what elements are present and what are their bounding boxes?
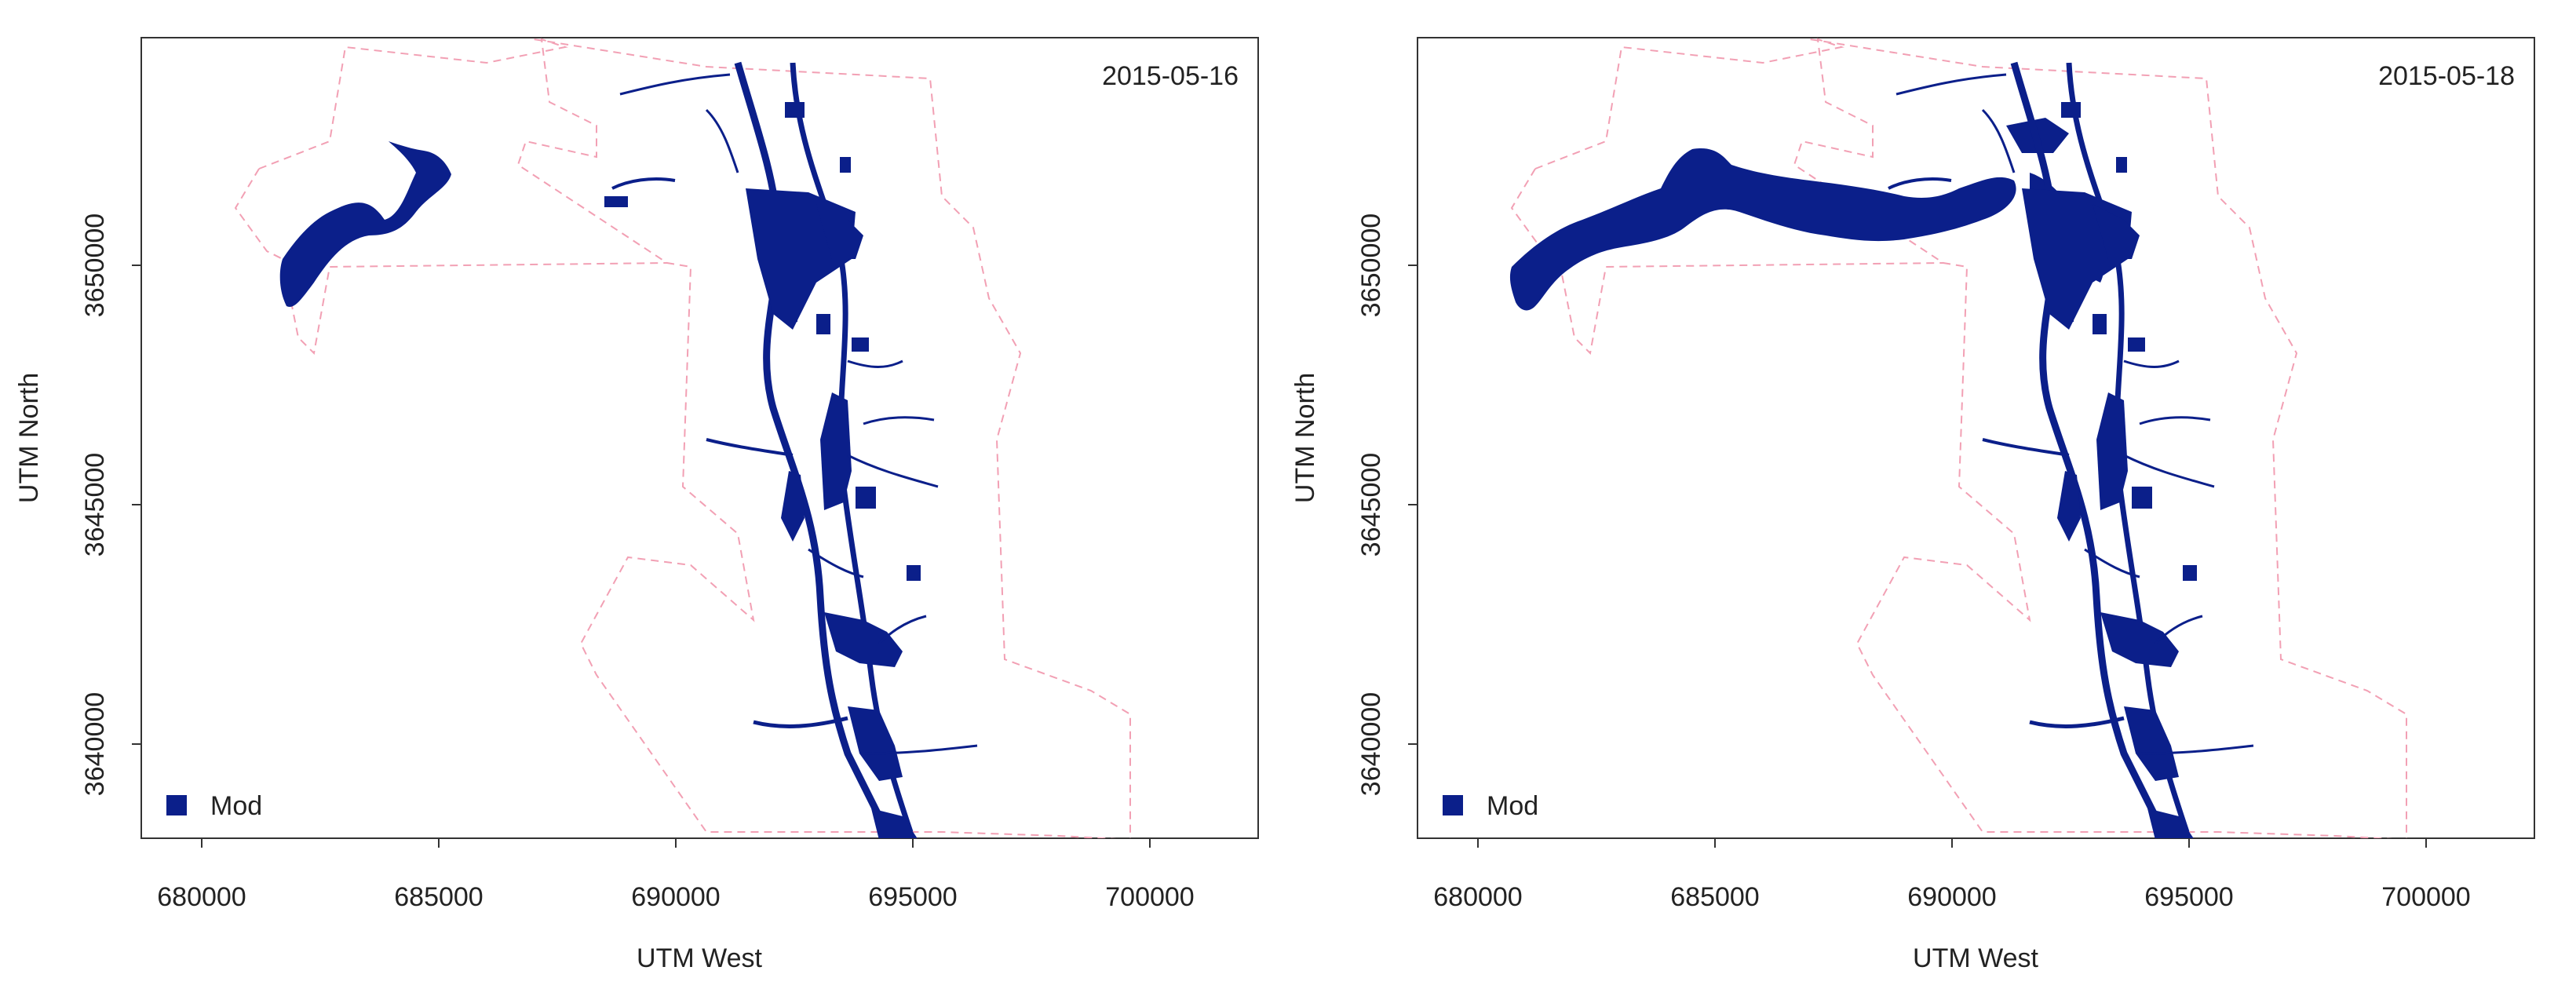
square-icon <box>1443 795 1463 815</box>
x-tick-label: 685000 <box>394 882 483 912</box>
x-tick-label: 685000 <box>1670 882 1759 912</box>
legend: Mod <box>166 791 262 821</box>
map-area <box>1509 38 2407 838</box>
legend: Mod <box>1443 791 1538 821</box>
y-tick-label: 3640000 <box>1356 692 1386 796</box>
y-tick-labels: 3640000 3645000 3650000 <box>80 213 110 796</box>
x-tick-label: 690000 <box>631 882 720 912</box>
x-tick-label: 700000 <box>2381 882 2470 912</box>
x-tick-label: 700000 <box>1105 882 1194 912</box>
x-axis <box>1477 838 2427 848</box>
y-axis-label: UTM North <box>1290 373 1320 503</box>
x-tick-label: 690000 <box>1907 882 1996 912</box>
x-axis <box>201 838 1151 848</box>
y-axis-label: UTM North <box>14 373 44 503</box>
y-axis <box>1408 265 1418 745</box>
y-tick-label: 3640000 <box>80 692 110 796</box>
legend-label: Mod <box>1487 791 1538 821</box>
plot-frame <box>140 37 1259 839</box>
panel-left: 680000 685000 690000 695000 700000 36400… <box>14 37 1259 973</box>
x-tick-label: 680000 <box>1433 882 1522 912</box>
map-area <box>235 38 1131 838</box>
y-tick-label: 3650000 <box>80 213 110 317</box>
square-icon <box>166 795 187 815</box>
x-tick-label: 680000 <box>157 882 246 912</box>
y-tick-label: 3650000 <box>1356 213 1386 317</box>
y-tick-label: 3645000 <box>80 453 110 556</box>
y-tick-label: 3645000 <box>1356 453 1386 556</box>
x-tick-labels: 680000 685000 690000 695000 700000 <box>157 882 1194 912</box>
x-tick-label: 695000 <box>2144 882 2233 912</box>
plot-frame <box>1417 37 2535 839</box>
x-tick-labels: 680000 685000 690000 695000 700000 <box>1433 882 2470 912</box>
y-axis <box>132 265 141 745</box>
date-label: 2015-05-18 <box>2378 61 2515 91</box>
x-tick-label: 695000 <box>868 882 957 912</box>
panel-right: 680000 685000 690000 695000 700000 36400… <box>1290 37 2535 973</box>
legend-label: Mod <box>210 791 262 821</box>
date-label: 2015-05-16 <box>1102 61 1239 91</box>
x-axis-label: UTM West <box>637 943 762 973</box>
y-tick-labels: 3640000 3645000 3650000 <box>1356 213 1386 796</box>
lake-water <box>279 141 451 307</box>
x-axis-label: UTM West <box>1913 943 2038 973</box>
